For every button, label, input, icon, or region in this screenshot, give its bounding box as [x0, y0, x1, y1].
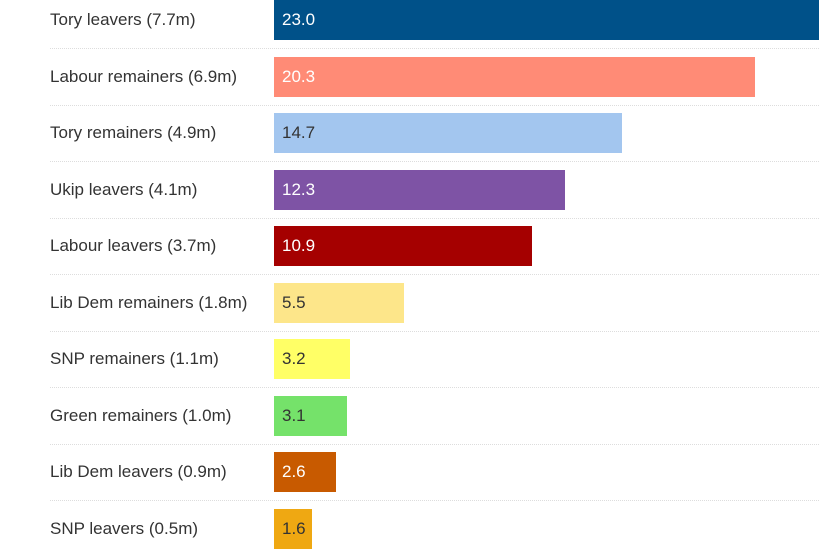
- category-label: Lib Dem leavers (0.9m): [50, 462, 227, 481]
- bar-value-label: 3.2: [282, 349, 306, 368]
- bar: 12.3: [274, 169, 565, 210]
- row-separator: [50, 48, 819, 49]
- category-label: Lib Dem remainers (1.8m): [50, 292, 248, 312]
- bar: 3.2: [274, 339, 350, 379]
- bar: 10.9: [274, 226, 532, 266]
- category-label: Tory remainers (4.9m): [50, 123, 217, 142]
- category-label: SNP remainers (1.1m): [50, 349, 219, 368]
- row-separator: [50, 387, 819, 388]
- row-separator: [50, 500, 819, 501]
- category-label: Ukip leavers (4.1m): [50, 179, 198, 199]
- bar-value-label: 1.6: [282, 518, 306, 538]
- bar-value-label: 2.6: [282, 462, 306, 481]
- row-separator: [50, 161, 819, 162]
- row-separator: [50, 444, 819, 445]
- bar: 3.1: [274, 395, 347, 436]
- bar: 1.6: [274, 508, 312, 549]
- category-label: Labour leavers (3.7m): [50, 236, 217, 255]
- row-separator: [50, 274, 819, 275]
- bar-value-label: 5.5: [282, 292, 306, 312]
- bar: 23.0: [274, 0, 819, 40]
- category-label: Tory leavers (7.7m): [50, 10, 196, 29]
- bar-value-label: 20.3: [282, 66, 316, 86]
- bar-value-label: 23.0: [282, 10, 316, 29]
- bar-value-label: 3.1: [282, 405, 306, 425]
- category-label: Green remainers (1.0m): [50, 405, 232, 425]
- bar: 14.7: [274, 113, 622, 153]
- bar-value-label: 14.7: [282, 123, 316, 142]
- bar: 5.5: [274, 282, 404, 323]
- row-separator: [50, 218, 819, 219]
- category-label: Labour remainers (6.9m): [50, 66, 238, 86]
- bar: 20.3: [274, 56, 755, 97]
- bar-value-label: 12.3: [282, 179, 316, 199]
- category-label: SNP leavers (0.5m): [50, 518, 199, 538]
- bar: 2.6: [274, 452, 336, 492]
- row-separator: [50, 331, 819, 332]
- row-separator: [50, 105, 819, 106]
- bar-value-label: 10.9: [282, 236, 316, 255]
